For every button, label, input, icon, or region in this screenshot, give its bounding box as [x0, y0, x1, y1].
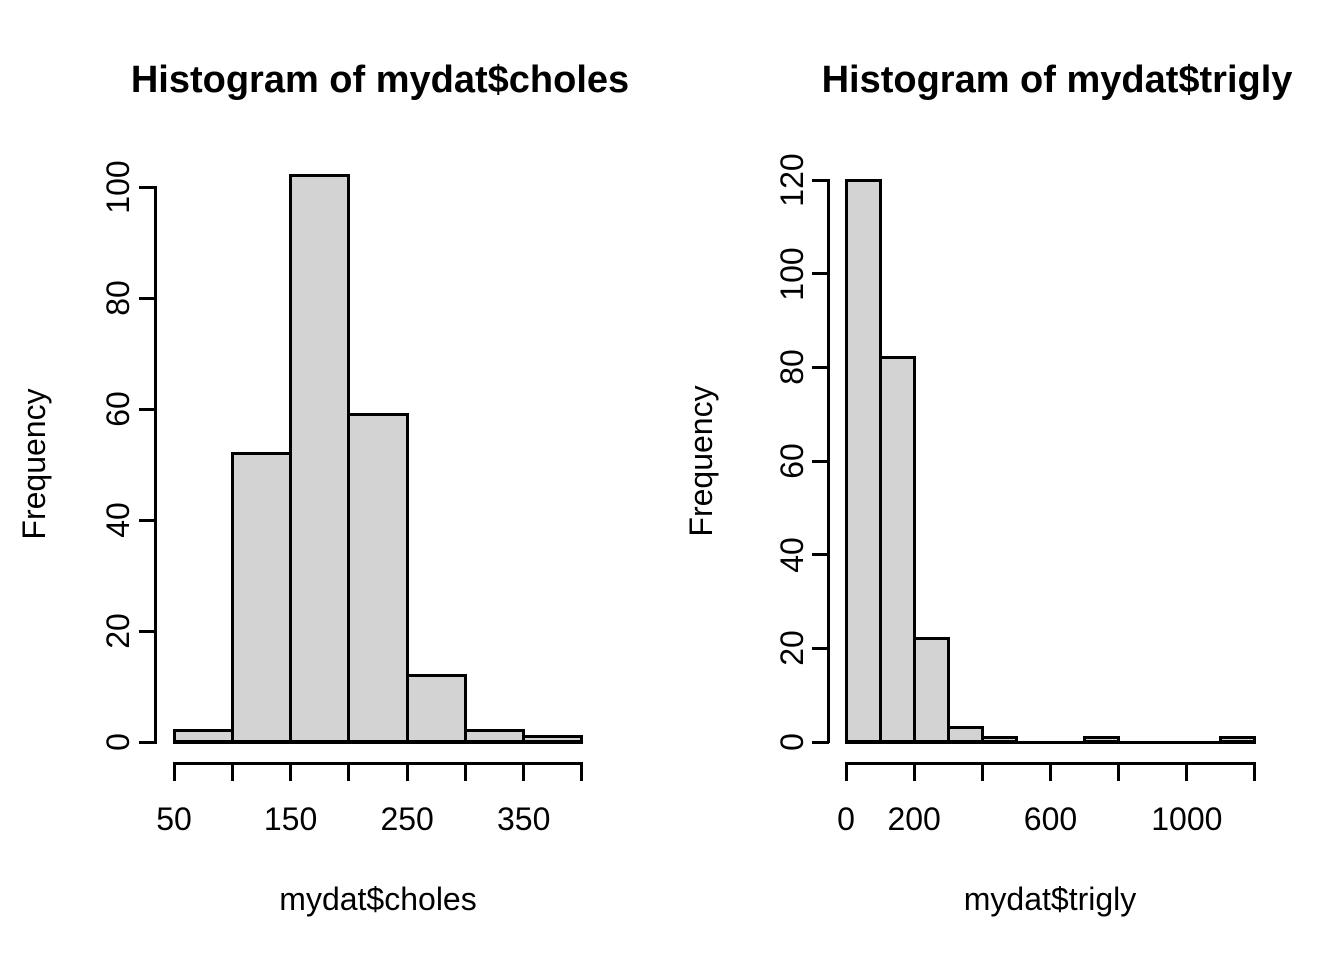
- x-axis-line: [172, 762, 584, 765]
- x-tick-label: 150: [263, 801, 318, 837]
- y-axis-tick: [138, 185, 156, 189]
- y-axis-line: [827, 178, 830, 744]
- y-tick-label: 120: [774, 153, 810, 207]
- y-tick-label: 60: [774, 443, 810, 479]
- x-axis-tick: [1253, 763, 1257, 781]
- x-axis-tick: [347, 763, 351, 781]
- histogram-bar: [878, 356, 916, 744]
- histogram-bar: [1083, 735, 1121, 744]
- y-axis-tick: [811, 553, 829, 557]
- histogram-bar: [980, 735, 1018, 744]
- x-axis-tick: [1185, 763, 1189, 781]
- x-axis-tick: [405, 763, 409, 781]
- y-axis-line: [154, 185, 157, 744]
- x-axis-tick: [1048, 763, 1052, 781]
- x-tick-label: 250: [380, 801, 434, 837]
- histogram-bar: [522, 734, 584, 744]
- x-tick-label: 1000: [1151, 801, 1223, 837]
- x-axis-tick: [522, 763, 526, 781]
- y-axis-tick: [811, 272, 829, 276]
- x-axis-tick: [289, 763, 293, 781]
- x-axis-tick: [844, 763, 848, 781]
- x-axis-tick: [463, 763, 467, 781]
- left-x-axis-label: mydat$choles: [279, 881, 477, 917]
- y-tick-label: 0: [774, 733, 810, 751]
- histogram-baseline: [844, 740, 1257, 744]
- x-tick-label: 600: [1023, 801, 1078, 837]
- y-axis-tick: [138, 407, 156, 411]
- y-tick-label: 40: [774, 536, 810, 573]
- x-axis-tick: [912, 763, 916, 781]
- left-plot-title: Histogram of mydat$choles: [130, 59, 630, 101]
- y-axis-tick: [138, 296, 156, 300]
- x-tick-label: 350: [497, 801, 551, 837]
- histogram-bar: [347, 413, 409, 744]
- y-axis-tick: [811, 178, 829, 182]
- x-tick-label: 200: [887, 801, 941, 837]
- y-tick-label: 20: [774, 630, 810, 667]
- x-axis-tick: [230, 763, 234, 781]
- histogram-bar: [1219, 735, 1257, 744]
- y-axis-tick: [138, 629, 156, 633]
- y-tick-label: 80: [774, 349, 810, 386]
- y-axis-tick: [811, 365, 829, 369]
- y-axis-tick: [811, 740, 829, 744]
- x-axis-tick: [980, 763, 984, 781]
- x-tick-label: 0: [837, 801, 855, 837]
- x-axis-tick: [1117, 763, 1121, 781]
- x-axis-tick: [580, 763, 584, 781]
- histogram-bar: [289, 174, 351, 744]
- y-axis-tick: [811, 459, 829, 463]
- x-axis-tick: [172, 763, 176, 781]
- y-tick-label: 100: [774, 246, 810, 301]
- y-axis-tick: [811, 646, 829, 650]
- right-plot-title: Histogram of mydat$trigly: [821, 59, 1293, 101]
- y-axis-tick: [138, 518, 156, 522]
- right-x-axis-label: mydat$trigly: [963, 881, 1137, 917]
- histogram-bar: [946, 726, 984, 744]
- x-tick-label: 50: [156, 801, 192, 837]
- y-axis-tick: [138, 740, 156, 744]
- histogram-bar: [405, 673, 467, 744]
- histogram-bar: [912, 637, 950, 744]
- histogram-bar: [844, 178, 882, 744]
- histogram-bar: [230, 451, 293, 744]
